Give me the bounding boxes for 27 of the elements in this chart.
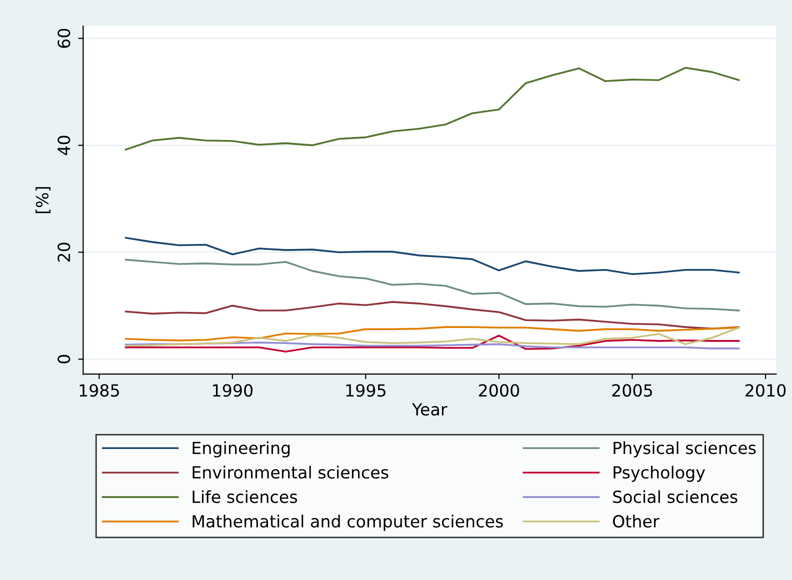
legend-label: Other bbox=[612, 514, 660, 528]
x-tick-label: 1990 bbox=[213, 384, 253, 397]
x-tick-label: 2000 bbox=[478, 384, 520, 397]
y-axis-title: [%] bbox=[36, 187, 50, 214]
x-tick-label: 1995 bbox=[346, 384, 386, 397]
line-series bbox=[124, 326, 740, 347]
y-tick-label: 60 bbox=[58, 28, 70, 48]
x-tick-label: 1985 bbox=[80, 384, 119, 397]
legend-label: Mathematical and computer sciences bbox=[192, 514, 503, 531]
line-series bbox=[124, 258, 740, 312]
legend-label: Social sciences bbox=[613, 490, 738, 504]
x-axis-title: Year bbox=[412, 403, 448, 416]
legend-label: Physical sciences bbox=[614, 441, 756, 458]
y-tick-label: 40 bbox=[58, 136, 70, 156]
line-series bbox=[124, 236, 740, 276]
line-series bbox=[124, 326, 740, 342]
y-tick-label: 0 bbox=[58, 354, 70, 364]
line-series bbox=[124, 301, 740, 330]
x-tick-label: 2010 bbox=[746, 384, 786, 397]
line-series bbox=[124, 334, 740, 353]
legend-label: Life sciences bbox=[192, 490, 298, 504]
legend-label: Engineering bbox=[192, 441, 290, 458]
y-tick-label: 20 bbox=[58, 242, 70, 262]
line-series bbox=[124, 66, 740, 150]
legend-label: Environmental sciences bbox=[192, 466, 388, 479]
x-tick-label: 2005 bbox=[612, 384, 652, 397]
legend-label: Psychology bbox=[614, 466, 706, 482]
